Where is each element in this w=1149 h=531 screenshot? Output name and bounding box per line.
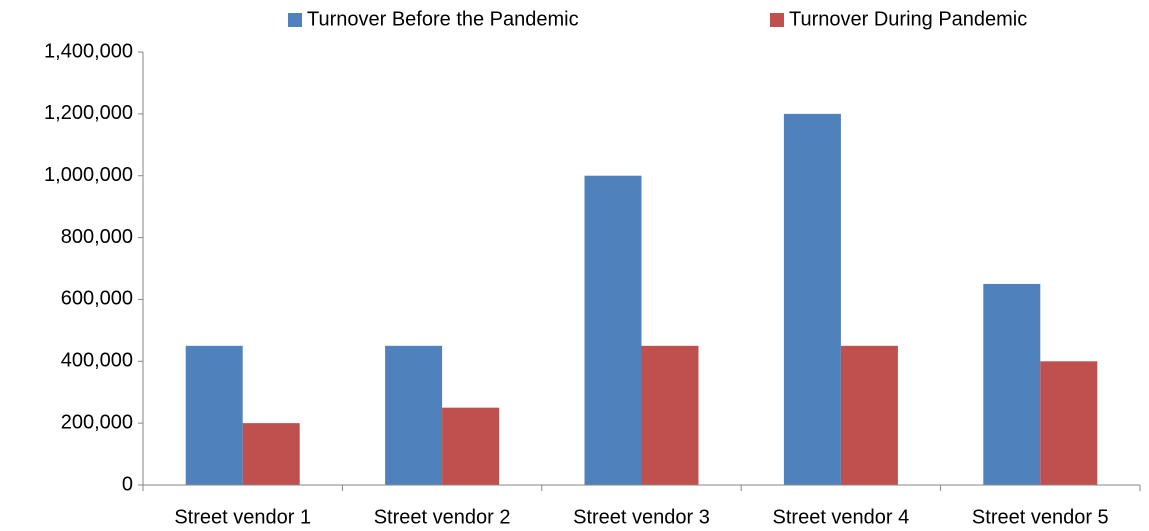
x-tick-label: Street vendor 4 (773, 506, 910, 528)
bar (783, 113, 841, 485)
x-tick-label: Street vendor 5 (972, 506, 1109, 528)
bar (641, 345, 699, 485)
bar (1040, 361, 1098, 485)
bar (385, 345, 443, 485)
legend-label: Turnover Before the Pandemic (307, 8, 579, 30)
bar (242, 423, 300, 485)
bar (840, 345, 898, 485)
x-tick-label: Street vendor 2 (374, 506, 511, 528)
y-tick-label: 1,000,000 (44, 164, 133, 186)
legend-swatch (770, 13, 784, 27)
x-tick-label: Street vendor 3 (573, 506, 710, 528)
bar (983, 283, 1041, 485)
y-tick-label: 0 (122, 473, 133, 495)
y-tick-label: 800,000 (61, 226, 133, 248)
bar (185, 345, 243, 485)
y-tick-label: 600,000 (61, 288, 133, 310)
y-tick-label: 400,000 (61, 350, 133, 372)
y-tick-label: 200,000 (61, 411, 133, 433)
bar (584, 175, 642, 485)
x-tick-label: Street vendor 1 (174, 506, 311, 528)
legend-label: Turnover During Pandemic (789, 8, 1027, 30)
bar (442, 407, 500, 485)
legend-swatch (288, 13, 302, 27)
y-tick-label: 1,200,000 (44, 102, 133, 124)
y-tick-label: 1,400,000 (44, 40, 133, 62)
